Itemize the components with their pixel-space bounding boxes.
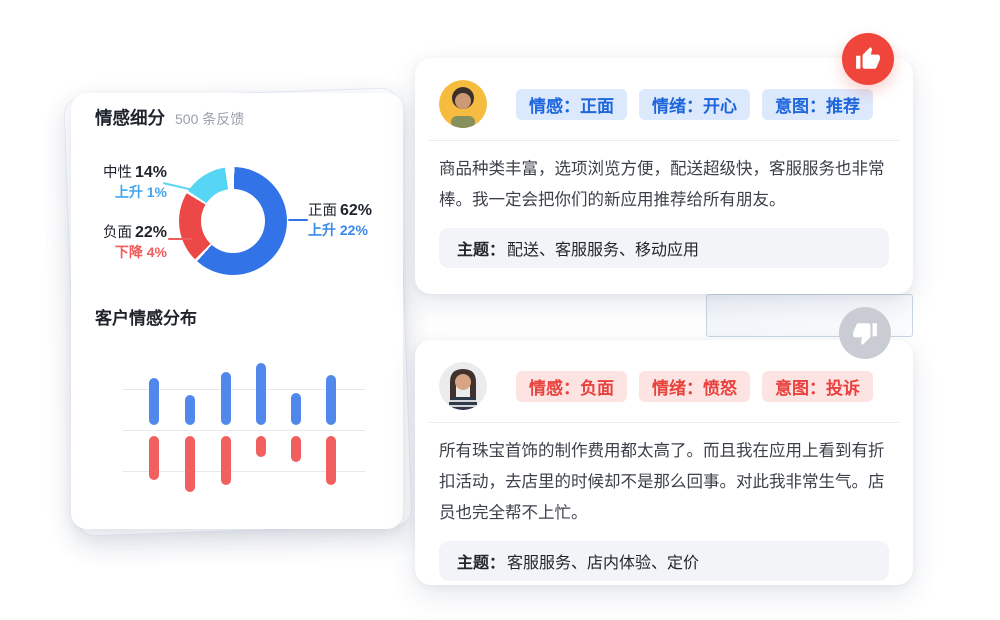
feedback-count: 500 条反馈 (175, 111, 245, 127)
donut-label-neutral: 中性 14% 上升 1% (79, 163, 167, 202)
sentiment-tag: 情感：负面 (516, 370, 627, 402)
negative-bar (221, 436, 231, 485)
positive-delta: 上升 22% (308, 222, 368, 238)
sentiment-distribution-chart (123, 358, 365, 498)
leader-line-negative (168, 238, 192, 240)
leader-line-positive (288, 219, 308, 221)
card-title: 情感细分 (95, 108, 165, 128)
negative-bar (326, 436, 336, 485)
positive-bar (256, 363, 266, 425)
negative-delta: 下降 4% (114, 244, 167, 260)
avatar-illustration (439, 80, 487, 128)
feedback-header: 情感：正面 情绪：开心 意图：推荐 (439, 80, 889, 128)
avatar-negative-customer (439, 362, 487, 410)
tag-row: 情感：负面 情绪：愤怒 意图：投诉 (516, 370, 873, 402)
positive-label: 正面 (308, 203, 337, 219)
sentiment-breakdown-card: 情感细分 500 条反馈 中性 14% 上升 1% 负面 22% 下降 4% 正面 6… (71, 93, 403, 529)
donut-label-positive: 正面 62% 上升 22% (308, 201, 372, 240)
intent-tag: 意图：投诉 (762, 370, 873, 402)
topics-label: 主题： (457, 242, 506, 259)
positive-bar (185, 395, 195, 425)
donut-label-negative: 负面 22% 下降 4% (79, 223, 167, 262)
negative-label: 负面 (102, 225, 132, 241)
negative-bar (291, 436, 301, 462)
intent-tag: 意图：推荐 (762, 88, 873, 120)
thumbs-up-icon (856, 47, 880, 69)
gridline (123, 471, 365, 472)
donut-hole (201, 189, 265, 253)
divider (429, 140, 899, 141)
topics-value: 客服服务、店内体验、定价 (507, 555, 700, 572)
feedback-text: 所有珠宝首饰的制作费用都太高了。而且我在应用上看到有折扣活动，去店里的时候却不是… (439, 442, 885, 522)
sentiment-donut-chart (179, 167, 287, 275)
neutral-delta: 上升 1% (114, 184, 167, 200)
card-header: 情感细分 500 条反馈 (95, 105, 244, 130)
positive-bar (221, 372, 231, 425)
gridline (123, 389, 365, 390)
thumbs-down-button[interactable] (839, 307, 891, 359)
topics-label: 主题： (457, 555, 506, 572)
neutral-label: 中性 (102, 165, 132, 181)
neutral-pct: 14% (134, 164, 167, 181)
negative-pct: 22% (134, 224, 167, 241)
topics-box: 主题： 客服服务、店内体验、定价 (439, 541, 889, 581)
bar-chart-title: 客户情感分布 (95, 309, 197, 328)
gridline (123, 430, 365, 431)
positive-bar (326, 375, 336, 425)
positive-bar (291, 393, 301, 425)
feedback-card-positive: 情感：正面 情绪：开心 意图：推荐 商品种类丰富，选项浏览方便，配送超级快，客服… (415, 58, 913, 294)
positive-bar (149, 378, 159, 425)
emotion-tag: 情绪：开心 (639, 88, 750, 120)
negative-bar (185, 436, 195, 492)
avatar-illustration (439, 362, 487, 410)
thumbs-up-button[interactable] (842, 33, 894, 85)
feedback-card-negative: 情感：负面 情绪：愤怒 意图：投诉 所有珠宝首饰的制作费用都太高了。而且我在应用… (415, 340, 913, 585)
tag-row: 情感：正面 情绪：开心 意图：推荐 (516, 88, 873, 120)
negative-bar (256, 436, 266, 457)
emotion-tag: 情绪：愤怒 (639, 370, 750, 402)
feedback-header: 情感：负面 情绪：愤怒 意图：投诉 (439, 362, 889, 410)
negative-bar (149, 436, 159, 480)
topics-box: 主题： 配送、客服服务、移动应用 (439, 228, 889, 268)
feedback-text: 商品种类丰富，选项浏览方便，配送超级快，客服服务也非常棒。我一定会把你们的新应用… (439, 160, 885, 209)
avatar-positive-customer (439, 80, 487, 128)
thumbs-down-icon (853, 323, 877, 345)
positive-pct: 62% (340, 202, 373, 219)
divider (429, 422, 899, 423)
sentiment-tag: 情感：正面 (516, 88, 627, 120)
topics-value: 配送、客服服务、移动应用 (507, 242, 700, 259)
